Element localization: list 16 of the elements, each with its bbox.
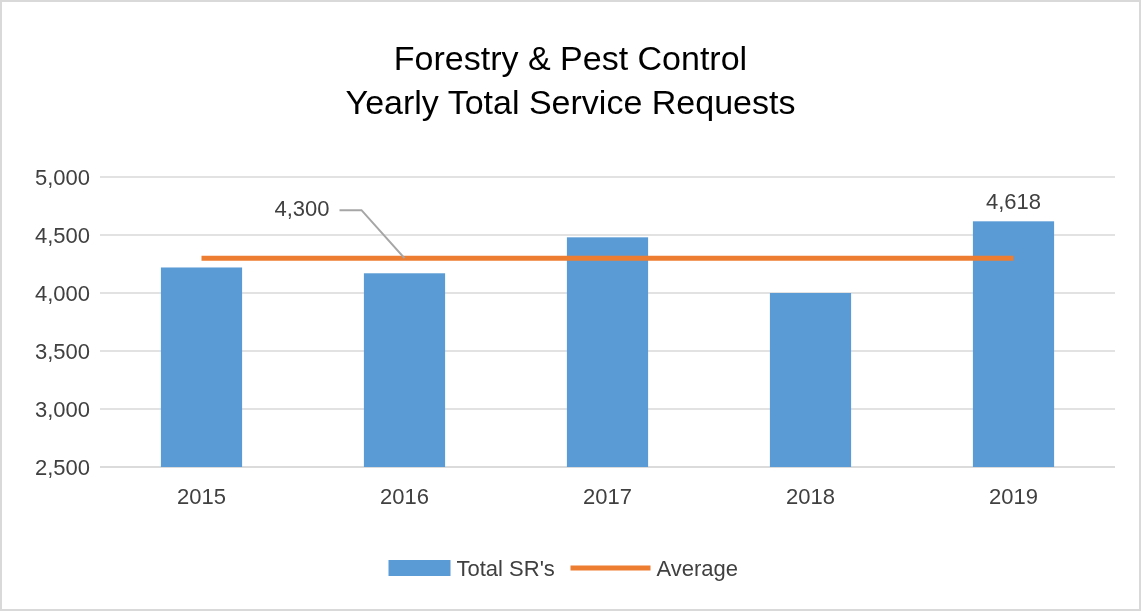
y-tick-label: 5,000 [34, 164, 90, 190]
annotation: 4,300 [274, 196, 330, 222]
y-tick-label: 3,000 [34, 396, 90, 422]
legend-label: Total SR's [456, 555, 555, 581]
x-tick-label: 2015 [177, 484, 226, 509]
y-tick-label: 2,500 [34, 454, 90, 480]
x-tick-label: 2019 [989, 484, 1038, 509]
y-tick-label: 4,000 [34, 280, 90, 306]
y-tick-label: 4,500 [34, 222, 90, 248]
x-tick-label: 2018 [786, 484, 835, 509]
data-label: 4,618 [985, 189, 1042, 215]
chart-title: Forestry & Pest Control Yearly Total Service Requests [345, 39, 796, 121]
x-tick-label: 2016 [380, 484, 429, 509]
legend-label: Average [656, 555, 739, 581]
x-tick-label: 2017 [583, 484, 632, 509]
y-tick-label: 3,500 [34, 338, 90, 364]
